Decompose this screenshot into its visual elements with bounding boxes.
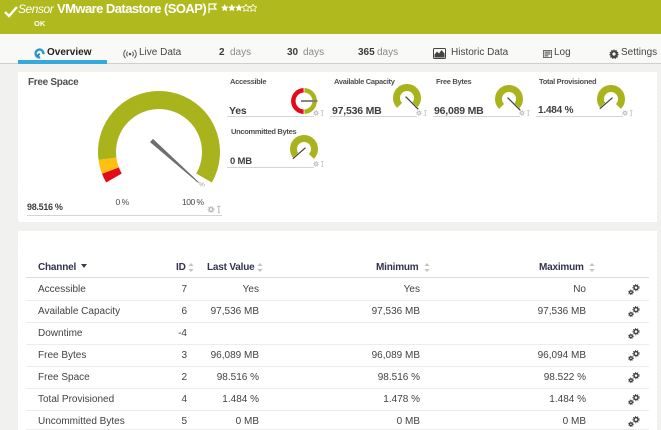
svg-text:%: %	[199, 182, 205, 189]
